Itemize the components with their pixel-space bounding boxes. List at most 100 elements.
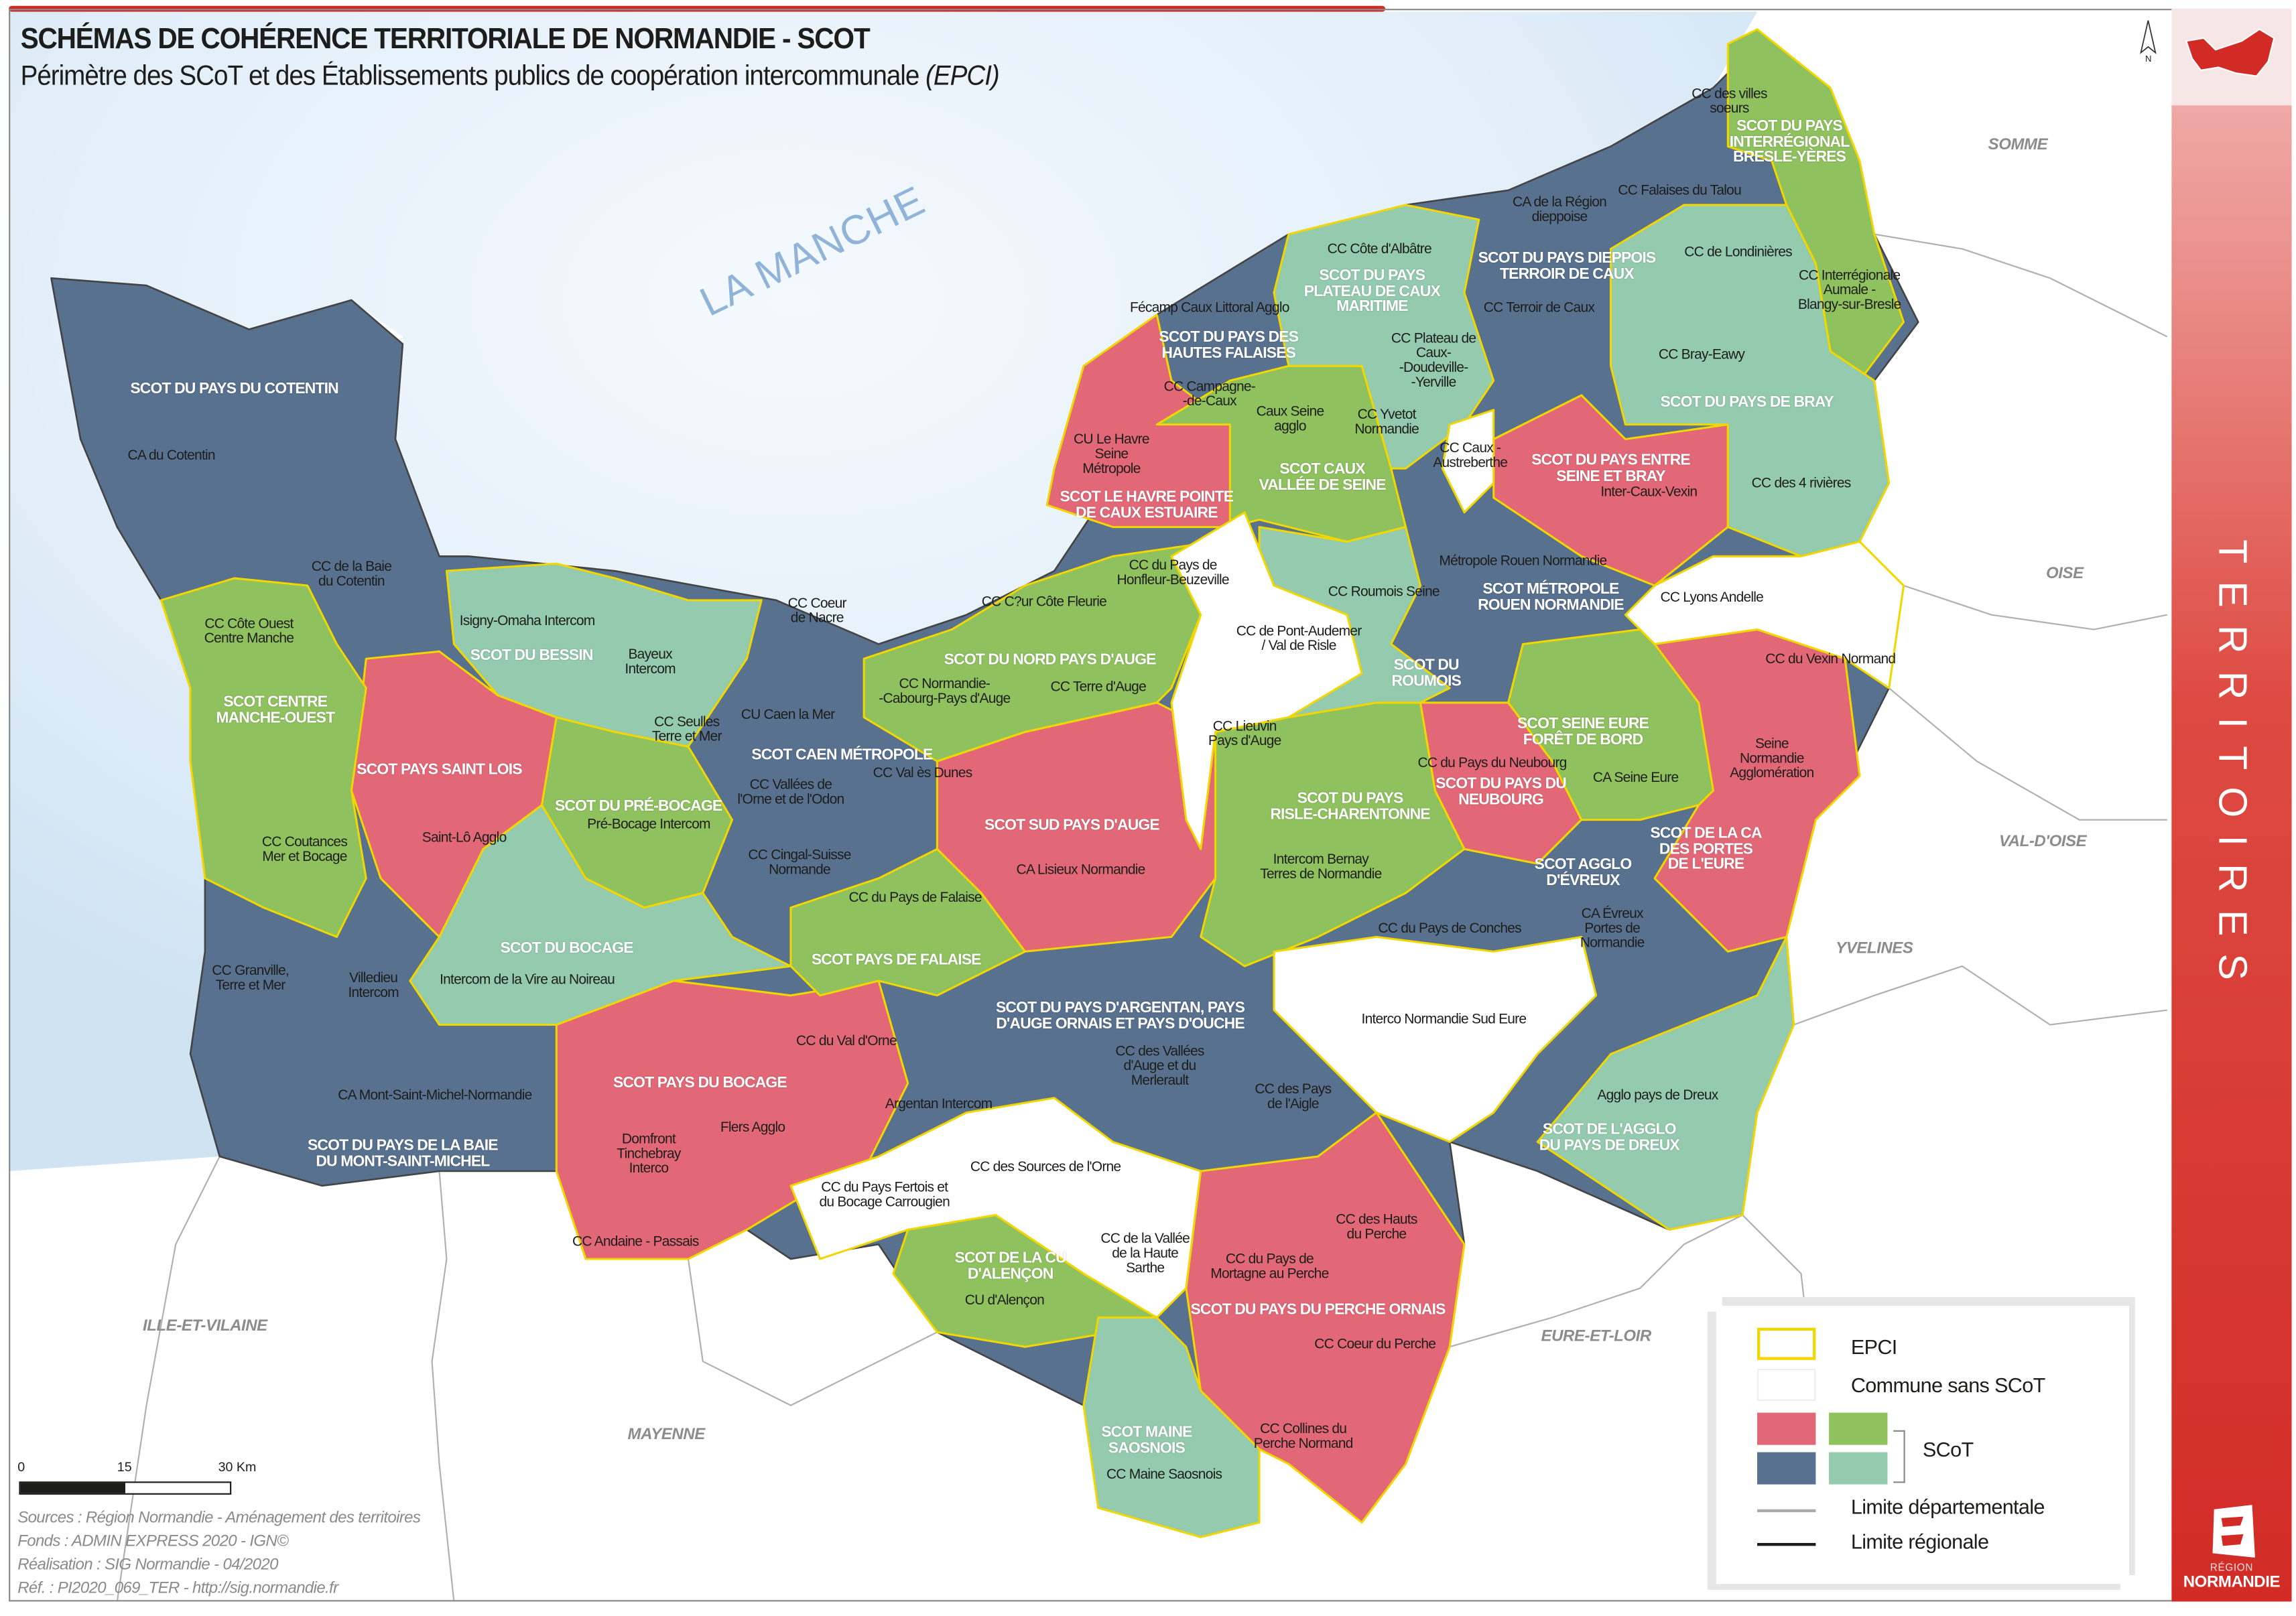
epci-label: CU Le Havre Seine Métropole (1074, 431, 1150, 478)
logo-line2: NORMANDIE (2183, 1573, 2281, 1592)
legend-label-region: Limite régionale (1850, 1530, 1989, 1554)
lions-emblem-icon (2212, 1505, 2255, 1558)
legend-swatch-green (1829, 1412, 1888, 1445)
epci-label: CC du Val d'Orne (796, 1033, 897, 1050)
epci-label: CU d'Alençon (964, 1292, 1045, 1309)
sidebar-band (2171, 105, 2292, 1602)
scot-red-areas (350, 314, 1861, 1524)
epci-label: CC des Sources de l'Orne (970, 1159, 1121, 1176)
scot-label: SCOT CENTRE MANCHE-OUEST (216, 693, 335, 726)
scot-label: SCOT DE LA CA DES PORTES DE L'EURE (1650, 824, 1762, 873)
epci-label: Seine Normandie Agglomération (1730, 736, 1814, 782)
scot-label: SCOT DE LA CU D'ALENÇON (954, 1249, 1067, 1283)
epci-label: CC Coeur de Nacre (787, 596, 847, 627)
epci-label: Villedieu Intercom (348, 970, 399, 1002)
logo-line1: RÉGION (2210, 1563, 2254, 1574)
epci-label: Interco Normandie Sud Eure (1361, 1011, 1527, 1028)
epci-label: Fécamp Caux Littoral Agglo (1129, 299, 1289, 316)
epci-label: CC du Pays de Falaise (848, 890, 982, 906)
epci-label: CA Évreux Portes de Normandie (1580, 906, 1645, 952)
legend-label-scot: SCoT (1922, 1437, 1974, 1461)
epci-label: CC du Vexin Normand (1765, 651, 1896, 668)
epci-label: CC Maine Saosnois (1106, 1467, 1222, 1483)
epci-label: CC Cingal-Suisse Normande (748, 848, 851, 878)
inset-locator-map (2171, 9, 2292, 107)
neighbor-label: EURE-ET-LOIR (1541, 1327, 1651, 1346)
scot-label: SCOT DU PAYS INTERRÉGIONAL BRESLE-YÈRES (1729, 117, 1850, 166)
epci-label: CC Caux - Austreberthe (1433, 440, 1508, 472)
scot-label: SCOT DE L'AGGLO DU PAYS DE DREUX (1539, 1120, 1680, 1154)
scot-label: SCOT DU PAYS PLATEAU DE CAUX MARITIME (1303, 267, 1441, 316)
epci-label: CU Caen la Mer (741, 707, 835, 724)
epci-label: CC de Londinières (1684, 244, 1792, 261)
scot-label: SCOT SUD PAYS D'AUGE (984, 816, 1160, 834)
epci-label: CC des villes soeurs (1692, 86, 1767, 117)
legend-label-no-scot: Commune sans SCoT (1850, 1373, 2045, 1397)
scale-tick-30: 30 Km (218, 1459, 257, 1475)
legend-swatch-no-scot (1757, 1368, 1816, 1402)
epci-label: CC Côte Ouest Centre Manche (204, 616, 294, 647)
scot-label: SCOT DU PAYS ENTRE SEINE ET BRAY (1531, 452, 1691, 485)
scot-label: SCOT DU PAYS DU PERCHE ORNAIS (1190, 1300, 1446, 1319)
epci-label: CC du Pays de Conches (1378, 921, 1521, 937)
epci-label: Pré-Bocage Intercom (587, 817, 710, 833)
epci-label: CC de la Vallée de la Haute Sarthe (1100, 1231, 1190, 1277)
epci-label: CC de la Baie du Cotentin (311, 559, 392, 590)
scot-teal-areas (409, 204, 1891, 1538)
epci-label: CC Terre d'Auge (1050, 679, 1147, 695)
scot-label: SCOT DU PAYS DU COTENTIN (130, 380, 338, 398)
epci-label: CC Coeur du Perche (1314, 1336, 1436, 1353)
epci-label: CC Normandie- -Cabourg-Pays d'Auge (879, 676, 1011, 708)
epci-label: CC Plateau de Caux- -Doudeville- -Yervil… (1391, 330, 1476, 391)
subtitle-abbr: (EPCI) (926, 61, 1000, 92)
epci-label: CC Bray-Eawy (1658, 346, 1745, 363)
epci-label: CA Seine Eure (1592, 770, 1679, 787)
epci-label: CC Granville, Terre et Mer (212, 963, 289, 994)
department-limits (116, 233, 2168, 1602)
scot-label: SCOT DU PAYS RISLE-CHARENTONNE (1270, 789, 1430, 823)
source-line: Réf. : PI2020_069_TER - http://sig.norma… (17, 1579, 338, 1597)
neighbor-label: SOMME (1988, 136, 2048, 154)
epci-label: CC du Pays du Neubourg (1417, 755, 1567, 772)
epci-label: Inter-Caux-Vexin (1600, 484, 1698, 501)
source-line: Fonds : ADMIN EXPRESS 2020 - IGN© (17, 1532, 289, 1550)
legend-swatch-teal (1829, 1452, 1888, 1485)
legend: EPCI Commune sans SCoT SCoT Limite dépar… (1716, 1306, 2129, 1585)
epci-label: CC des Hauts du Perche (1336, 1212, 1417, 1243)
scot-label: SCOT PAYS SAINT LOIS (357, 760, 522, 779)
epci-label: CC Terroir de Caux (1483, 299, 1595, 316)
neighbor-label: VAL-D'OISE (1998, 833, 2087, 851)
scot-green-areas (160, 28, 1905, 1348)
epci-label: CC du Pays de Honfleur-Beuzeville (1117, 557, 1230, 589)
scot-label: SCOT DU PAYS D'ARGENTAN, PAYS D'AUGE ORN… (995, 999, 1245, 1032)
epci-label: Isigny-Omaha Intercom (459, 613, 596, 630)
legend-swatch-red (1757, 1412, 1816, 1445)
scot-label: SCOT DU NORD PAYS D'AUGE (944, 651, 1157, 669)
legend-swatch-blue (1757, 1452, 1816, 1485)
scot-label: SCOT MAINE SAOSNOIS (1101, 1423, 1192, 1457)
epci-label: Intercom Bernay Terres de Normandie (1260, 852, 1382, 883)
scot-label: SCOT MÉTROPOLE ROUEN NORMANDIE (1478, 580, 1624, 614)
epci-label: CA Lisieux Normandie (1016, 862, 1145, 878)
epci-label: CC Lieuvin Pays d'Auge (1208, 718, 1281, 750)
source-line: Réalisation : SIG Normandie - 04/2020 (17, 1556, 278, 1574)
scot-label: SCOT DU PAYS DE LA BAIE DU MONT-SAINT-MI… (308, 1136, 499, 1170)
epci-label: CC des Pays de l'Aigle (1255, 1081, 1332, 1113)
epci-label: Intercom de la Vire au Noireau (440, 971, 615, 988)
scale-bar (19, 1481, 232, 1495)
epci-label: CC des Vallées d'Auge et du Merlerault (1115, 1043, 1204, 1089)
legend-swatch-epci (1757, 1327, 1816, 1360)
scot-label: SCOT PAYS DE FALAISE (811, 951, 982, 969)
epci-label: CC Val ès Dunes (873, 765, 973, 782)
legend-label-dept: Limite départementale (1850, 1494, 2045, 1518)
north-label: N (2145, 56, 2151, 65)
scot-label: SCOT AGGLO D'ÉVREUX (1534, 856, 1633, 889)
epci-label: CC Seulles Terre et Mer (651, 714, 722, 746)
scot-label: SCOT DU PAYS DE BRAY (1660, 393, 1834, 411)
epci-label: CC Yvetot Normandie (1354, 407, 1419, 438)
neighbor-label: YVELINES (1836, 939, 1913, 957)
scot-label: SCOT CAEN MÉTROPOLE (751, 746, 933, 764)
epci-label: Caux Seine agglo (1256, 404, 1325, 435)
epci-label: CC Campagne- -de-Caux (1163, 379, 1256, 410)
